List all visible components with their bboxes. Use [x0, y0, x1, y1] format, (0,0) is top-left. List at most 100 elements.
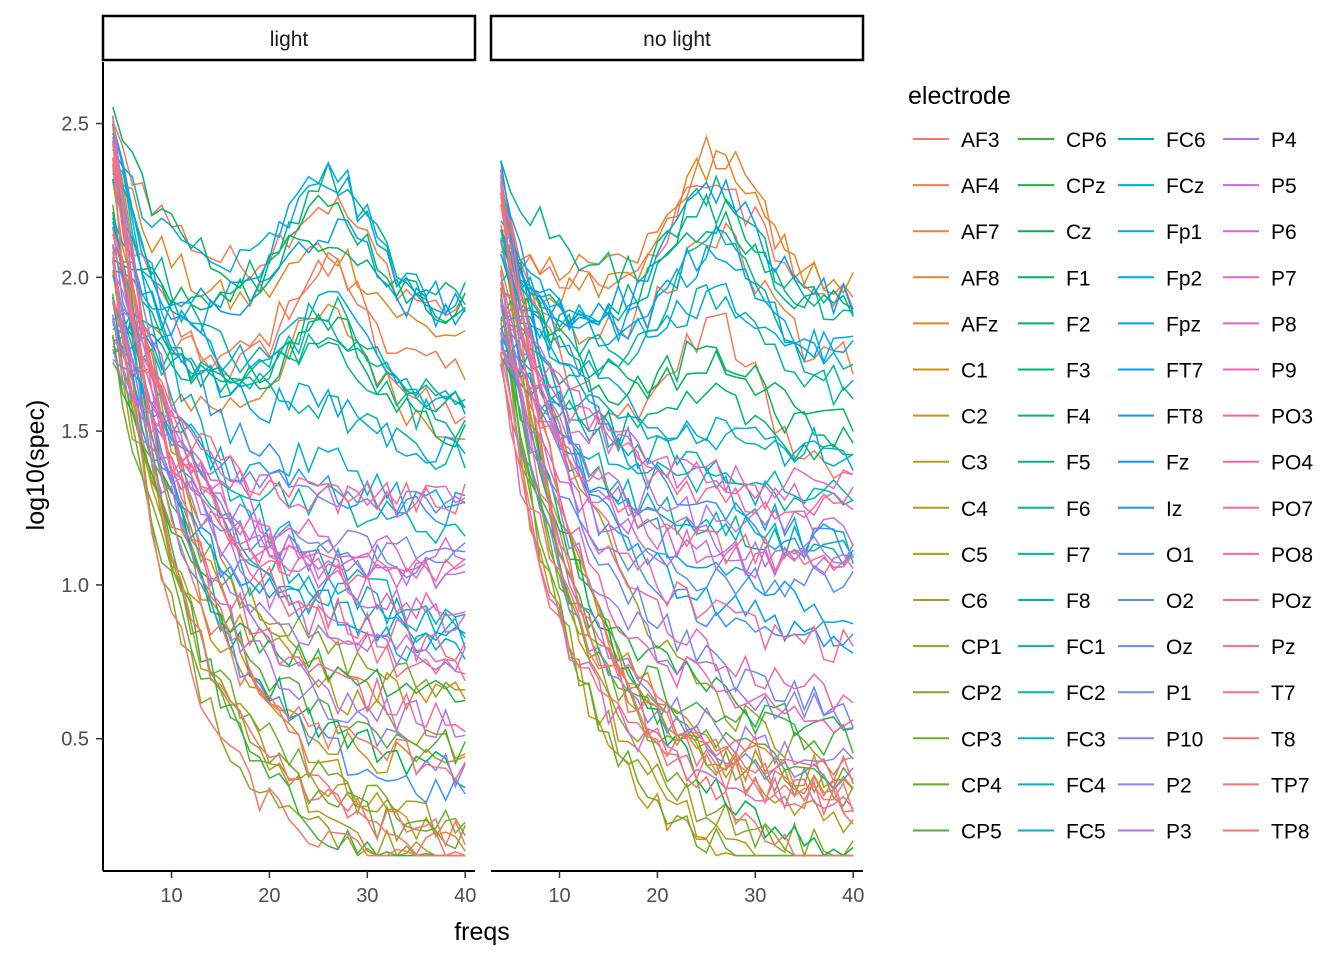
legend-label: CPz: [1066, 175, 1106, 198]
legend-label: FC2: [1066, 682, 1106, 705]
series-line-P7-no-light: [500, 364, 854, 811]
legend-item-F6: F6: [1018, 498, 1091, 521]
series-line-FCz-no-light: [500, 268, 854, 471]
series-line-PO4-no-light: [500, 197, 854, 712]
legend-label: F5: [1066, 452, 1091, 475]
legend-label: P3: [1166, 821, 1192, 844]
series-line-T8-no-light: [500, 204, 854, 857]
series-line-P5-no-light: [500, 304, 854, 577]
series-line-PO3-light: [112, 269, 466, 620]
legend-item-FCz: FCz: [1118, 175, 1205, 198]
legend-item-FC1: FC1: [1018, 636, 1106, 659]
legend-label: PO7: [1271, 498, 1313, 521]
series-line-C1-light: [112, 270, 466, 712]
strip-no-light: no light: [489, 14, 865, 62]
legend-label: AF7: [961, 221, 1000, 244]
legend-label: P7: [1271, 267, 1297, 290]
legend-item-FC3: FC3: [1018, 728, 1106, 751]
legend-item-TP7: TP7: [1223, 774, 1310, 797]
legend-item-F7: F7: [1018, 544, 1091, 567]
strip-light: light: [101, 14, 477, 62]
legend-item-CP3: CP3: [913, 728, 1002, 751]
y-tick-label: 2.0: [61, 267, 89, 289]
x-tick-label: 10: [160, 885, 182, 907]
legend-item-O1: O1: [1118, 544, 1194, 567]
series-line-FC2-no-light: [500, 305, 854, 502]
legend-label: F2: [1066, 313, 1091, 336]
legend-label: TP8: [1271, 821, 1310, 844]
legend-label: F4: [1066, 406, 1091, 429]
series-line-AF3-light: [112, 182, 466, 425]
legend-label: P1: [1166, 682, 1192, 705]
series-line-Fpz-no-light: [500, 220, 854, 359]
legend-item-CP2: CP2: [913, 682, 1002, 705]
legend-item-AF7: AF7: [913, 221, 1000, 244]
legend-label: CP2: [961, 682, 1002, 705]
legend-label: F3: [1066, 360, 1091, 383]
legend-label: C1: [961, 360, 988, 383]
legend-item-Fp1: Fp1: [1118, 221, 1202, 244]
legend-item-C4: C4: [913, 498, 988, 521]
series-line-CP2-light: [112, 361, 466, 699]
series-line-F2-no-light: [500, 229, 854, 449]
series-line-F8-no-light: [500, 246, 854, 407]
series-line-Oz-light: [112, 358, 466, 515]
series-line-P10-no-light: [500, 328, 854, 731]
series-line-CPz-light: [112, 336, 466, 703]
series-line-F7-light: [112, 162, 466, 440]
legend-label: TP7: [1271, 774, 1310, 797]
x-axis-title: freqs: [454, 918, 510, 946]
x-tick-label: 30: [744, 885, 766, 907]
legend-item-CP5: CP5: [913, 821, 1002, 844]
legend-item-Cz: Cz: [1018, 221, 1092, 244]
series-line-P2-light: [112, 260, 466, 672]
series-line-FC3-light: [112, 123, 466, 626]
series-line-POz-light: [112, 301, 466, 515]
legend-item-P6: P6: [1223, 221, 1297, 244]
legend-label: Oz: [1166, 636, 1193, 659]
series-line-T8-light: [112, 141, 466, 857]
legend-item-TP8: TP8: [1223, 821, 1310, 844]
legend-item-AF3: AF3: [913, 129, 1000, 152]
legend-label: AF4: [961, 175, 1000, 198]
legend-item-P4: P4: [1223, 129, 1297, 152]
legend-label: Iz: [1166, 498, 1182, 521]
series-line-F3-light: [112, 106, 466, 323]
legend-item-F3: F3: [1018, 360, 1091, 383]
series-line-F1-no-light: [500, 239, 854, 432]
x-tick-label: 40: [454, 885, 476, 907]
series-line-Oz-no-light: [500, 238, 854, 728]
series-line-Fp1-light: [112, 149, 466, 314]
strip-label-light: light: [270, 28, 309, 51]
x-tick-label: 30: [356, 885, 378, 907]
series-line-P8-no-light: [500, 291, 854, 517]
series-line-F4-light: [112, 160, 466, 354]
legend-label: FC1: [1066, 636, 1106, 659]
x-tick-label: 20: [646, 885, 668, 907]
legend-label: Fpz: [1166, 313, 1201, 336]
legend-item-PO8: PO8: [1223, 544, 1313, 567]
legend-label: Cz: [1066, 221, 1092, 244]
legend-label: AF3: [961, 129, 1000, 152]
legend-label: FC5: [1066, 821, 1106, 844]
legend-item-T7: T7: [1223, 682, 1296, 705]
series-line-TP7-no-light: [500, 353, 854, 813]
series-line-Iz-no-light: [500, 170, 854, 561]
series-line-P2-no-light: [500, 298, 854, 766]
legend-item-CP6: CP6: [1018, 129, 1107, 152]
legend-label: P8: [1271, 313, 1297, 336]
legend-label: T7: [1271, 682, 1296, 705]
legend-label: FCz: [1166, 175, 1205, 198]
legend-item-P1: P1: [1118, 682, 1192, 705]
series-line-PO8-no-light: [500, 282, 854, 521]
series-line-PO7-light: [112, 299, 466, 587]
legend-label: CP3: [961, 728, 1002, 751]
y-axis-title: log10(spec): [22, 400, 50, 531]
series-line-AF8-no-light: [500, 134, 854, 298]
legend-label: F8: [1066, 590, 1091, 613]
legend-item-P2: P2: [1118, 774, 1192, 797]
legend-item-FC5: FC5: [1018, 821, 1106, 844]
series-line-CP6-light: [112, 124, 466, 857]
legend-label: O2: [1166, 590, 1194, 613]
legend-label: Fp1: [1166, 221, 1202, 244]
